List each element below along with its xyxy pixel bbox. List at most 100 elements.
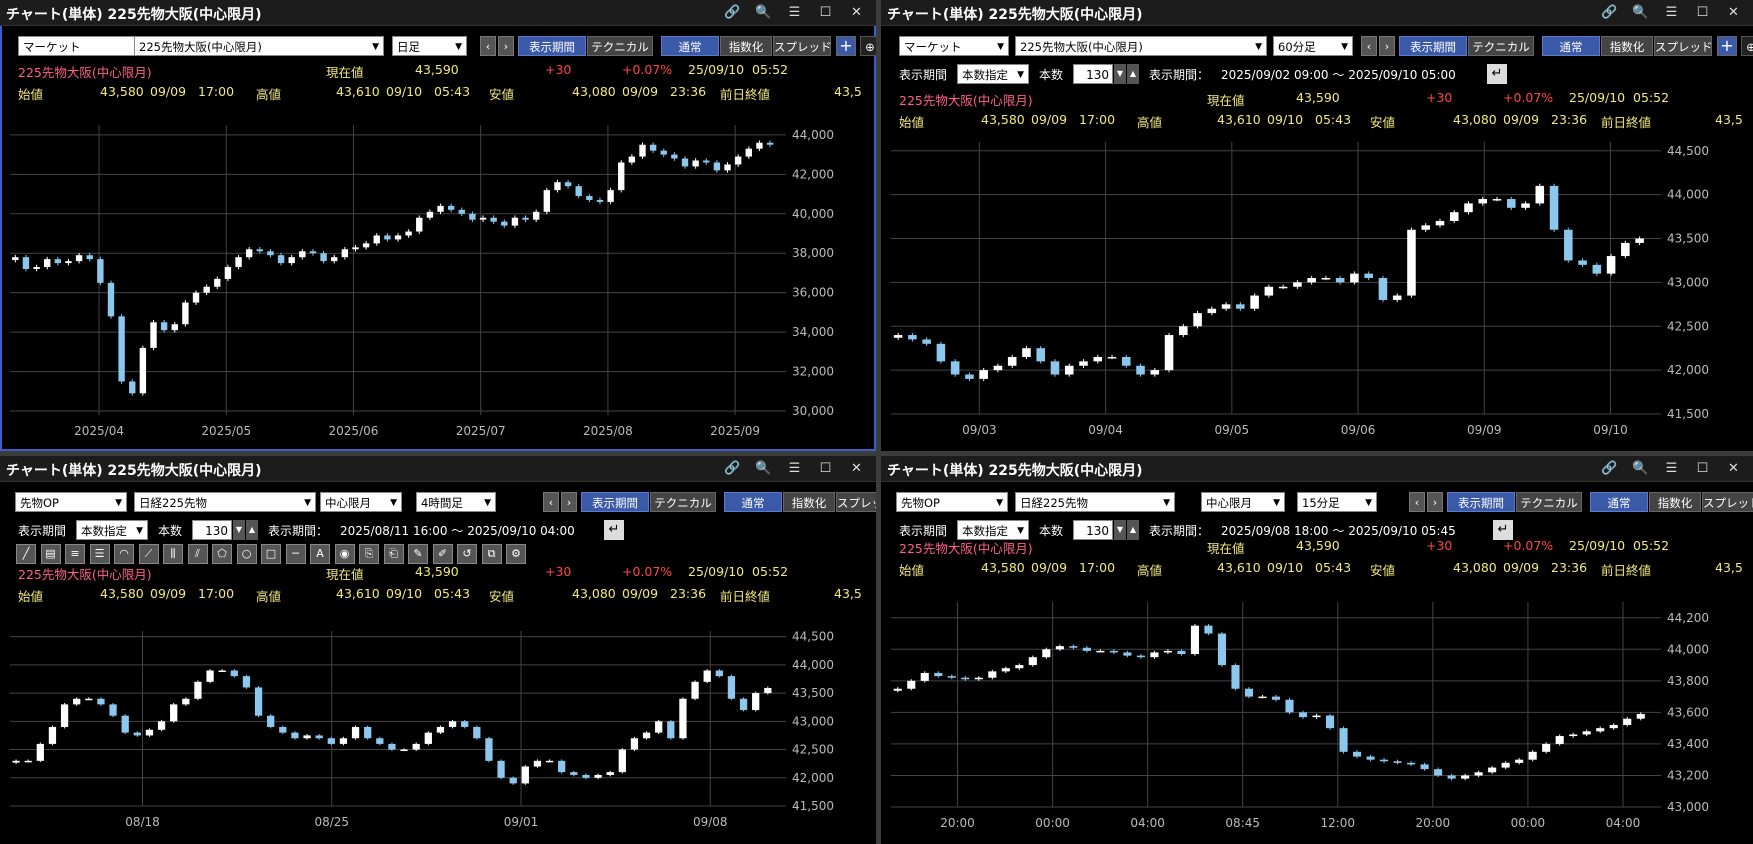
- normal-button[interactable]: 通常: [1590, 492, 1648, 512]
- zoom-icon[interactable]: ⊕: [860, 36, 876, 56]
- link-icon[interactable]: 🔗: [724, 461, 741, 476]
- circle-icon[interactable]: ○: [236, 544, 257, 564]
- index-button[interactable]: 指数化: [720, 36, 772, 56]
- vlines-icon[interactable]: ⫼: [163, 544, 183, 564]
- pentagon-icon[interactable]: ⬠: [212, 544, 232, 564]
- price-chart[interactable]: 43,000 43,200 43,400 43,600 43,800 44,000 44,2…: [891, 602, 1733, 837]
- symbol-select[interactable]: 日経225先物 ▼: [1015, 492, 1175, 512]
- channel-icon[interactable]: ⫽: [187, 544, 208, 564]
- refresh-icon[interactable]: ↵: [1487, 64, 1507, 84]
- maximize-icon[interactable]: ☐: [1696, 461, 1709, 476]
- prev-button[interactable]: ‹: [1409, 492, 1425, 512]
- count-down-button[interactable]: ▼: [233, 520, 245, 540]
- price-icon[interactable]: ◉: [334, 544, 355, 564]
- paste-icon[interactable]: ⎗: [383, 544, 404, 564]
- count-down-button[interactable]: ▼: [1114, 520, 1126, 540]
- period-select[interactable]: 15分足 ▼: [1297, 492, 1377, 512]
- symbol-select[interactable]: 日経225先物 ▼: [134, 492, 316, 512]
- zoom-icon[interactable]: ⊕: [1741, 36, 1753, 56]
- range-mode-select[interactable]: 本数指定 ▼: [957, 520, 1029, 540]
- spread-button[interactable]: スプレッド: [1702, 492, 1753, 512]
- add-button[interactable]: +: [1717, 36, 1737, 56]
- symbol-select[interactable]: 225先物大阪(中心限月) ▼: [1015, 36, 1267, 56]
- prev-button[interactable]: ‹: [480, 36, 496, 56]
- technical-button[interactable]: テクニカル: [650, 492, 716, 512]
- price-chart[interactable]: 41,500 42,000 42,500 43,000 43,500 44,000 44,5…: [10, 631, 856, 836]
- period-select[interactable]: 日足 ▼: [392, 36, 467, 56]
- price-chart[interactable]: 30,000 32,000 34,000 36,000 38,000 40,000 42,0…: [10, 125, 856, 445]
- trendline-icon[interactable]: ╱: [16, 544, 36, 564]
- count-down-button[interactable]: ▼: [1114, 64, 1126, 84]
- range-button[interactable]: 表示期間: [1447, 492, 1515, 512]
- range-mode-select[interactable]: 本数指定 ▼: [76, 520, 148, 540]
- month-select[interactable]: 中心限月 ▼: [1201, 492, 1285, 512]
- spread-button[interactable]: スプレッド: [773, 36, 832, 56]
- market-select[interactable]: マーケット▼: [899, 36, 1009, 56]
- market-select[interactable]: 先物OP ▼: [896, 492, 1008, 512]
- normal-button[interactable]: 通常: [724, 492, 782, 512]
- settings-icon[interactable]: ⚙: [506, 544, 526, 564]
- next-button[interactable]: ›: [1379, 36, 1395, 56]
- menu-icon[interactable]: ☰: [788, 461, 801, 476]
- magnet-icon[interactable]: ⧉: [481, 544, 502, 564]
- search-icon[interactable]: 🔍: [1632, 5, 1649, 20]
- maximize-icon[interactable]: ☐: [819, 5, 832, 20]
- link-icon[interactable]: 🔗: [724, 5, 741, 20]
- ruler-icon[interactable]: ▤: [40, 544, 61, 564]
- range-button[interactable]: 表示期間: [1399, 36, 1467, 56]
- refresh-icon[interactable]: ↵: [604, 520, 624, 540]
- price-chart[interactable]: 41,500 42,000 42,500 43,000 43,500 44,000 44,5…: [891, 142, 1733, 444]
- text-icon[interactable]: A: [310, 544, 330, 564]
- close-icon[interactable]: ✕: [851, 5, 862, 20]
- eraser-icon[interactable]: ✎: [408, 544, 428, 564]
- close-icon[interactable]: ✕: [851, 461, 862, 476]
- range-button[interactable]: 表示期間: [518, 36, 586, 56]
- search-icon[interactable]: 🔍: [755, 461, 772, 476]
- menu-icon[interactable]: ☰: [1665, 461, 1678, 476]
- rectangle-icon[interactable]: □: [261, 544, 281, 564]
- maximize-icon[interactable]: ☐: [819, 461, 832, 476]
- add-button[interactable]: +: [836, 36, 856, 56]
- menu-icon[interactable]: ☰: [788, 5, 801, 20]
- arc-icon[interactable]: ◠: [114, 544, 134, 564]
- close-icon[interactable]: ✕: [1728, 461, 1739, 476]
- hlines2-icon[interactable]: ☰: [89, 544, 110, 564]
- market-select[interactable]: 先物OP ▼: [15, 492, 127, 512]
- link-icon[interactable]: 🔗: [1601, 461, 1618, 476]
- normal-button[interactable]: 通常: [661, 36, 719, 56]
- hline-icon[interactable]: ─: [285, 544, 306, 564]
- period-select[interactable]: 60分足 ▼: [1273, 36, 1353, 56]
- technical-button[interactable]: テクニカル: [1468, 36, 1534, 56]
- prev-button[interactable]: ‹: [1361, 36, 1377, 56]
- refresh-icon[interactable]: ↵: [1493, 520, 1513, 540]
- count-up-button[interactable]: ▲: [1127, 520, 1139, 540]
- spread-button[interactable]: スプレッド: [836, 492, 876, 512]
- next-button[interactable]: ›: [1427, 492, 1443, 512]
- symbol-select[interactable]: 225先物大阪(中心限月) ▼: [134, 36, 384, 56]
- range-button[interactable]: 表示期間: [581, 492, 649, 512]
- eraser-all-icon[interactable]: ✐: [432, 544, 453, 564]
- undo-icon[interactable]: ↺: [457, 544, 477, 564]
- count-input[interactable]: 130: [1073, 520, 1113, 540]
- next-button[interactable]: ›: [561, 492, 577, 512]
- technical-button[interactable]: テクニカル: [1516, 492, 1582, 512]
- count-input[interactable]: 130: [192, 520, 232, 540]
- month-select[interactable]: 中心限月 ▼: [320, 492, 402, 512]
- period-select[interactable]: 4時間足 ▼: [416, 492, 496, 512]
- search-icon[interactable]: 🔍: [755, 5, 772, 20]
- technical-button[interactable]: テクニカル: [587, 36, 653, 56]
- close-icon[interactable]: ✕: [1728, 5, 1739, 20]
- maximize-icon[interactable]: ☐: [1696, 5, 1709, 20]
- count-up-button[interactable]: ▲: [1127, 64, 1139, 84]
- menu-icon[interactable]: ☰: [1665, 5, 1678, 20]
- range-mode-select[interactable]: 本数指定 ▼: [957, 64, 1029, 84]
- copy-icon[interactable]: ⎘: [359, 544, 379, 564]
- prev-button[interactable]: ‹: [543, 492, 559, 512]
- fan-icon[interactable]: ⟋: [138, 544, 159, 564]
- spread-button[interactable]: スプレッド: [1654, 36, 1713, 56]
- search-icon[interactable]: 🔍: [1632, 461, 1649, 476]
- link-icon[interactable]: 🔗: [1601, 5, 1618, 20]
- market-select[interactable]: マーケット▼: [18, 36, 148, 56]
- index-button[interactable]: 指数化: [1601, 36, 1653, 56]
- index-button[interactable]: 指数化: [1649, 492, 1701, 512]
